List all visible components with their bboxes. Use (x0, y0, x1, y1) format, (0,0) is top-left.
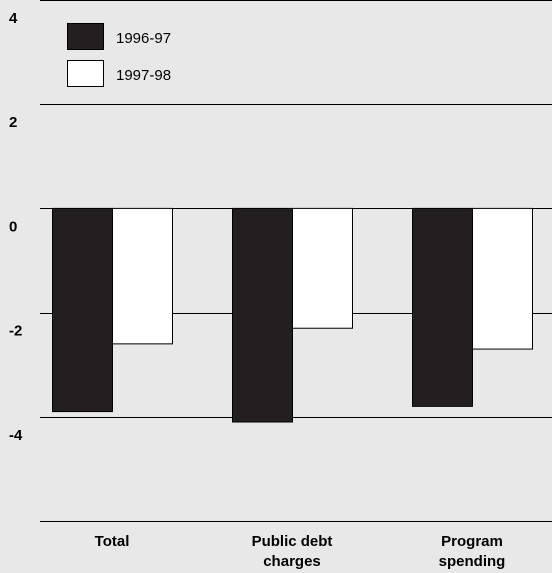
category-label: Total (95, 533, 130, 550)
legend-swatch (67, 60, 104, 87)
bar-1996-97 (412, 207, 473, 407)
bar-1997-98 (472, 207, 533, 350)
bar-1996-97 (52, 207, 113, 413)
y-tick-label: -4 (9, 427, 23, 444)
category-label: Public debt charges (252, 533, 333, 570)
legend: 1996-97 1997-98 (67, 23, 171, 87)
legend-swatch (67, 23, 104, 50)
bar-1997-98 (292, 207, 353, 329)
y-tick-label: 2 (9, 114, 17, 131)
y-axis-ticks: 4 2 0 -2 -4 (9, 10, 23, 444)
legend-label: 1996-97 (116, 30, 171, 47)
legend-label: 1997-98 (116, 67, 171, 84)
y-tick-label: 0 (9, 218, 17, 235)
bar-1996-97 (232, 207, 293, 423)
bars (52, 207, 533, 423)
x-axis-categories: Total Public debt charges Program spending (95, 533, 506, 570)
bar-1997-98 (112, 207, 173, 345)
y-tick-label: -2 (9, 323, 22, 340)
y-tick-label: 4 (9, 10, 18, 27)
category-label: Program spending (439, 533, 506, 570)
